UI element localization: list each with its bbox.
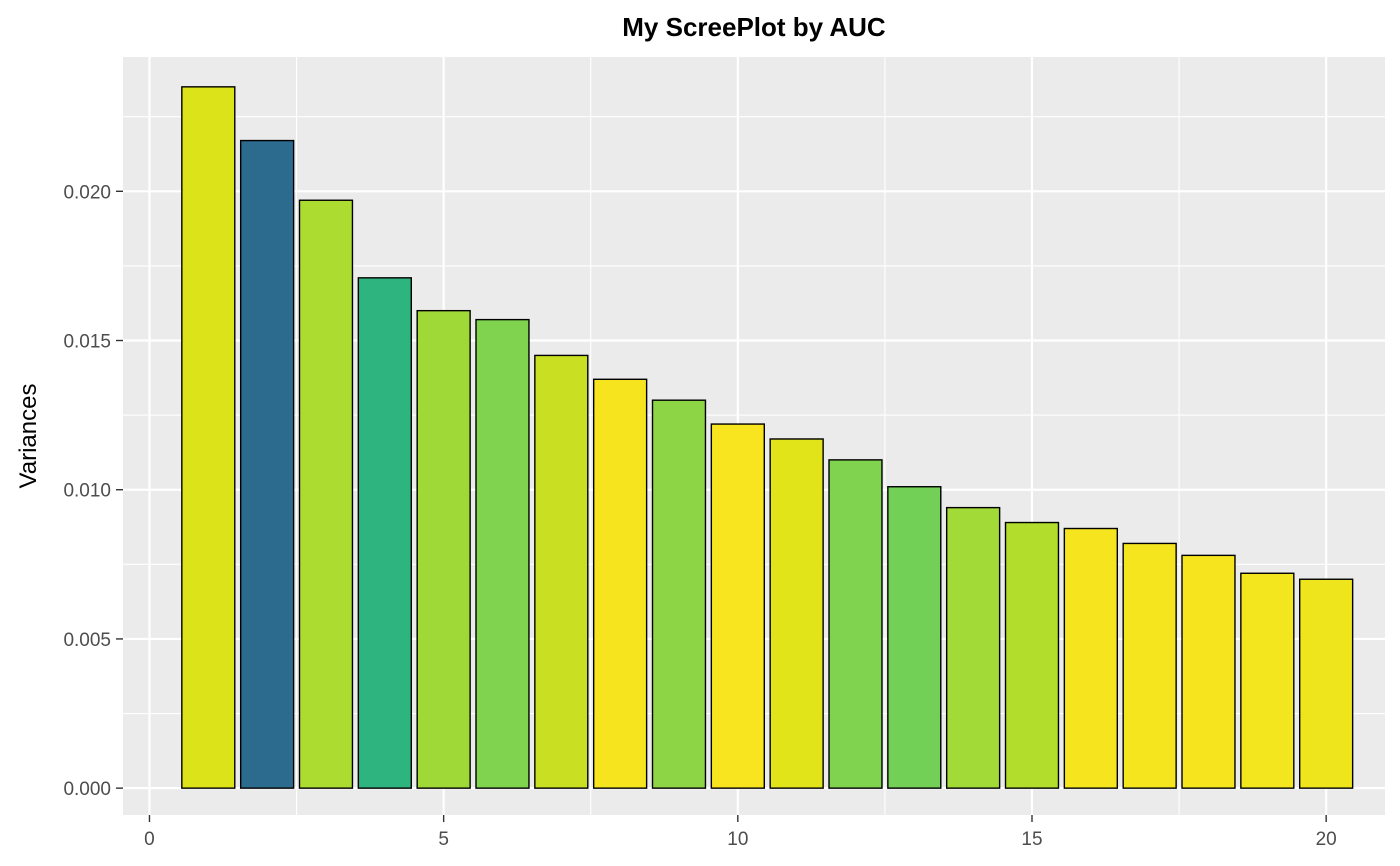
x-tick-label: 20 (1316, 829, 1337, 850)
x-tick-label: 10 (727, 829, 748, 850)
bar-10 (710, 423, 765, 789)
bar-20 (1298, 578, 1354, 789)
bar-11 (769, 438, 824, 789)
bar-13 (887, 486, 942, 789)
bar-15 (1004, 521, 1060, 789)
x-axis: 0 5 10 15 20 (144, 815, 1337, 850)
y-axis: 0.000 0.005 0.010 0.015 0.020 (63, 182, 123, 800)
y-axis-title: Variances (15, 384, 42, 489)
bar-1 (181, 86, 236, 789)
bar-16 (1063, 527, 1119, 789)
bar-14 (945, 506, 1001, 789)
bar-9 (651, 399, 707, 789)
bars (181, 86, 1354, 789)
x-tick-label: 15 (1021, 829, 1042, 850)
bar-18 (1181, 554, 1236, 789)
y-tick-label: 0.000 (63, 779, 111, 800)
y-tick-label: 0.010 (63, 481, 111, 502)
bar-4 (357, 277, 412, 789)
bar-12 (828, 459, 883, 789)
bar-19 (1240, 572, 1295, 789)
bar-8 (592, 378, 648, 789)
bar-5 (416, 309, 471, 789)
x-tick-label: 0 (144, 829, 155, 850)
x-tick-label: 5 (438, 829, 449, 850)
bar-3 (298, 199, 354, 789)
chart-title: My ScreePlot by AUC (622, 12, 886, 42)
bar-17 (1122, 542, 1177, 789)
y-tick-label: 0.015 (63, 332, 111, 353)
y-tick-label: 0.020 (63, 182, 111, 203)
y-tick-label: 0.005 (63, 630, 111, 651)
bar-2 (239, 139, 295, 789)
bar-7 (534, 354, 589, 789)
bar-6 (475, 318, 530, 789)
